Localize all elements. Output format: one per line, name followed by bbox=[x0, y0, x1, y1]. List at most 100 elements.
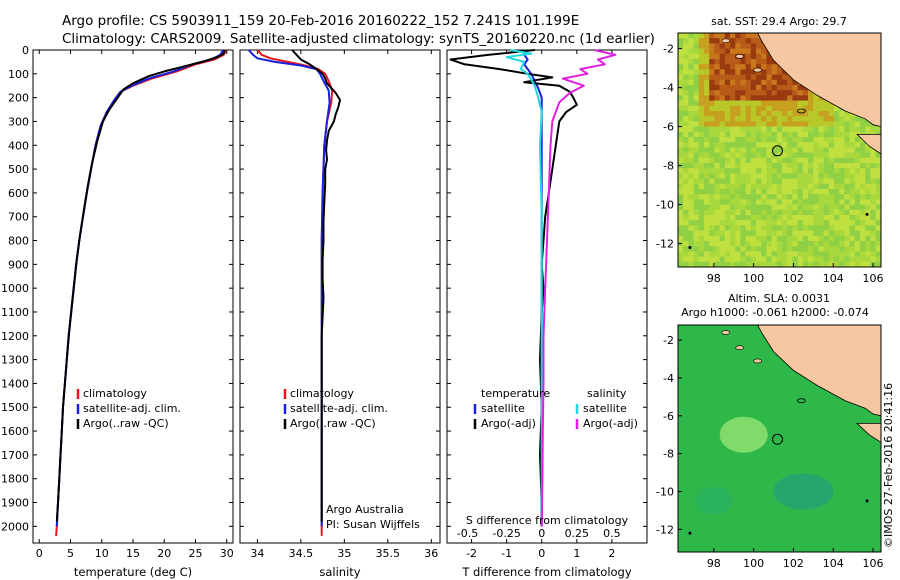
map-cell bbox=[808, 163, 814, 169]
map-cell bbox=[709, 152, 715, 159]
map-cell bbox=[693, 74, 700, 81]
map-cell bbox=[740, 100, 746, 107]
map-cell bbox=[698, 100, 705, 107]
map-cell bbox=[776, 74, 783, 81]
x-tick-label: 10 bbox=[95, 547, 109, 560]
map-cell bbox=[797, 246, 804, 252]
map-cell bbox=[693, 220, 700, 226]
map-cell bbox=[678, 121, 684, 127]
x-tick-label: 36 bbox=[424, 547, 438, 560]
y-tick-label: 100 bbox=[8, 68, 29, 81]
map-cell bbox=[870, 178, 876, 185]
y-tick-label: 1400 bbox=[1, 377, 29, 390]
map-cell bbox=[761, 64, 767, 70]
map-cell bbox=[693, 173, 700, 179]
map-cell bbox=[776, 100, 783, 107]
map-cell bbox=[714, 183, 720, 190]
map-cell bbox=[865, 152, 871, 159]
map-cell bbox=[735, 246, 741, 252]
map-cell bbox=[740, 183, 746, 190]
map-cell bbox=[693, 64, 700, 70]
map-cell bbox=[683, 246, 689, 252]
map-cell bbox=[678, 225, 684, 231]
map-cell bbox=[865, 183, 871, 190]
map-cell bbox=[771, 105, 778, 112]
map-cell bbox=[750, 230, 757, 237]
island bbox=[688, 531, 692, 535]
map-cell bbox=[787, 256, 793, 263]
map-cell bbox=[870, 225, 876, 231]
map-cell bbox=[719, 137, 726, 143]
map-cell bbox=[756, 121, 762, 127]
map-cell bbox=[698, 121, 705, 127]
panel-frame bbox=[32, 49, 234, 544]
map-cell bbox=[698, 64, 705, 70]
map-cell bbox=[828, 183, 835, 190]
map-cell bbox=[688, 100, 694, 107]
map-cell bbox=[854, 137, 861, 143]
map-cell bbox=[704, 178, 710, 185]
map-cell bbox=[828, 163, 835, 169]
map-cell bbox=[823, 225, 830, 231]
map-cell bbox=[808, 105, 814, 112]
map-cell bbox=[750, 85, 757, 91]
map-cell bbox=[683, 95, 689, 101]
map-cell bbox=[782, 111, 788, 117]
map-cell bbox=[880, 43, 881, 49]
map-cell bbox=[792, 189, 798, 195]
map-cell bbox=[761, 246, 767, 252]
map-cell bbox=[735, 126, 741, 133]
map-cell bbox=[688, 105, 694, 112]
map-cell bbox=[787, 95, 793, 101]
map-cell bbox=[704, 121, 710, 127]
map-cell bbox=[787, 215, 793, 221]
map-cell bbox=[787, 209, 793, 216]
map-cell bbox=[839, 241, 845, 247]
map-cell bbox=[693, 33, 700, 39]
map-cell bbox=[693, 215, 700, 221]
map-x-tick-label: 104 bbox=[823, 557, 844, 570]
map-cell bbox=[698, 38, 705, 44]
map-cell bbox=[709, 157, 715, 164]
map-cell bbox=[849, 251, 856, 257]
map-cell bbox=[750, 105, 757, 112]
map-cell bbox=[880, 126, 881, 133]
map-cell bbox=[818, 116, 824, 122]
map-cell bbox=[719, 152, 726, 159]
y-tick-label: 0 bbox=[22, 44, 29, 57]
map-cell bbox=[750, 157, 757, 164]
map-cell bbox=[849, 199, 856, 205]
map-cell bbox=[771, 209, 778, 216]
map-cell bbox=[683, 189, 689, 195]
map-cell bbox=[683, 121, 689, 127]
map-cell bbox=[709, 204, 715, 211]
map-cell bbox=[683, 157, 689, 164]
map-cell bbox=[719, 142, 726, 148]
map-cell bbox=[792, 116, 798, 122]
map-cell bbox=[724, 69, 731, 75]
map-cell bbox=[870, 230, 876, 237]
map-cell bbox=[730, 111, 736, 117]
panel-frame bbox=[446, 49, 648, 544]
map-cell bbox=[698, 235, 705, 242]
map-cell bbox=[688, 209, 694, 216]
map-cell bbox=[782, 230, 788, 237]
map-cell bbox=[693, 38, 700, 44]
map-cell bbox=[818, 178, 824, 185]
map-cell bbox=[860, 220, 866, 226]
map-cell bbox=[756, 48, 762, 55]
map-cell bbox=[818, 121, 824, 127]
map-cell bbox=[698, 215, 705, 221]
map-cell bbox=[802, 152, 809, 159]
map-cell bbox=[880, 121, 881, 127]
map-cell bbox=[719, 53, 726, 60]
map-cell bbox=[735, 225, 741, 231]
map-cell bbox=[797, 220, 804, 226]
map-cell bbox=[745, 163, 752, 169]
map-cell bbox=[849, 241, 856, 247]
map-cell bbox=[750, 131, 757, 138]
map-cell bbox=[880, 100, 881, 107]
map-cell bbox=[875, 256, 881, 263]
map-cell bbox=[813, 157, 819, 164]
annotation-text: Argo Australia bbox=[326, 503, 404, 516]
